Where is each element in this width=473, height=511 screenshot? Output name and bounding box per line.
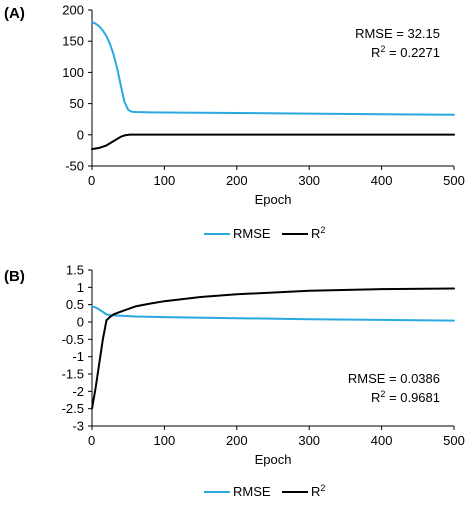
series-line-rmse <box>91 305 455 322</box>
x-tick-label: 200 <box>226 433 248 448</box>
panel-label: (A) <box>4 5 25 22</box>
x-tick-label: 100 <box>154 173 176 188</box>
x-axis-label: Epoch <box>255 192 292 207</box>
x-tick-label: 0 <box>88 173 95 188</box>
series-line-r2 <box>91 287 455 410</box>
y-tick-label: -0.5 <box>62 332 84 347</box>
x-tick-label: 500 <box>443 433 465 448</box>
y-tick-label: 1 <box>77 280 84 295</box>
y-tick-label: 150 <box>62 34 84 49</box>
series-line-r2 <box>91 133 455 151</box>
y-tick-label: -2.5 <box>62 401 84 416</box>
panel-label: (B) <box>4 268 25 285</box>
y-tick-label: 50 <box>70 96 84 111</box>
y-tick-label: 200 <box>62 3 84 18</box>
y-tick-label: -1 <box>72 349 84 364</box>
rmse-annotation: RMSE = 32.15 <box>355 26 440 41</box>
y-tick-label: -2 <box>72 384 84 399</box>
x-axis-label: Epoch <box>255 452 292 467</box>
legend-label-rmse: RMSE <box>233 484 271 499</box>
legend-label-rmse: RMSE <box>233 226 271 241</box>
legend: RMSE R2 <box>204 483 325 499</box>
x-tick-label: 200 <box>226 173 248 188</box>
x-tick-label: 300 <box>298 173 320 188</box>
y-tick-label: 0 <box>77 127 84 142</box>
legend: RMSE R2 <box>204 225 325 241</box>
x-tick-label: 100 <box>154 433 176 448</box>
rmse-annotation: RMSE = 0.0386 <box>348 371 440 386</box>
y-tick-label: -3 <box>72 419 84 434</box>
y-tick-label: 100 <box>62 65 84 80</box>
x-tick-label: 400 <box>371 433 393 448</box>
r2-annotation: R2 = 0.9681 <box>371 389 440 405</box>
y-tick-label: 1.5 <box>66 263 84 278</box>
x-tick-label: 0 <box>88 433 95 448</box>
y-tick-label: 0.5 <box>66 297 84 312</box>
r2-annotation: R2 = 0.2271 <box>371 44 440 60</box>
legend-label-r2: R2 <box>311 225 325 241</box>
chart-panel-a: (A) -50 0 50 100 150 200 0 100 200 300 400 500 Epoch R… <box>4 3 465 242</box>
x-tick-label: 500 <box>443 173 465 188</box>
x-tick-label: 400 <box>371 173 393 188</box>
series-line-rmse <box>91 20 455 116</box>
y-tick-label: -50 <box>65 159 84 174</box>
y-tick-label: -1.5 <box>62 367 84 382</box>
x-tick-label: 300 <box>298 433 320 448</box>
legend-label-r2: R2 <box>311 483 325 499</box>
chart-panel-b: (B) -3 -2.5 -2 -1.5 -1 -0.5 0 0.5 1 1.5 0 100 200 300 4… <box>4 263 465 500</box>
y-tick-label: 0 <box>77 315 84 330</box>
